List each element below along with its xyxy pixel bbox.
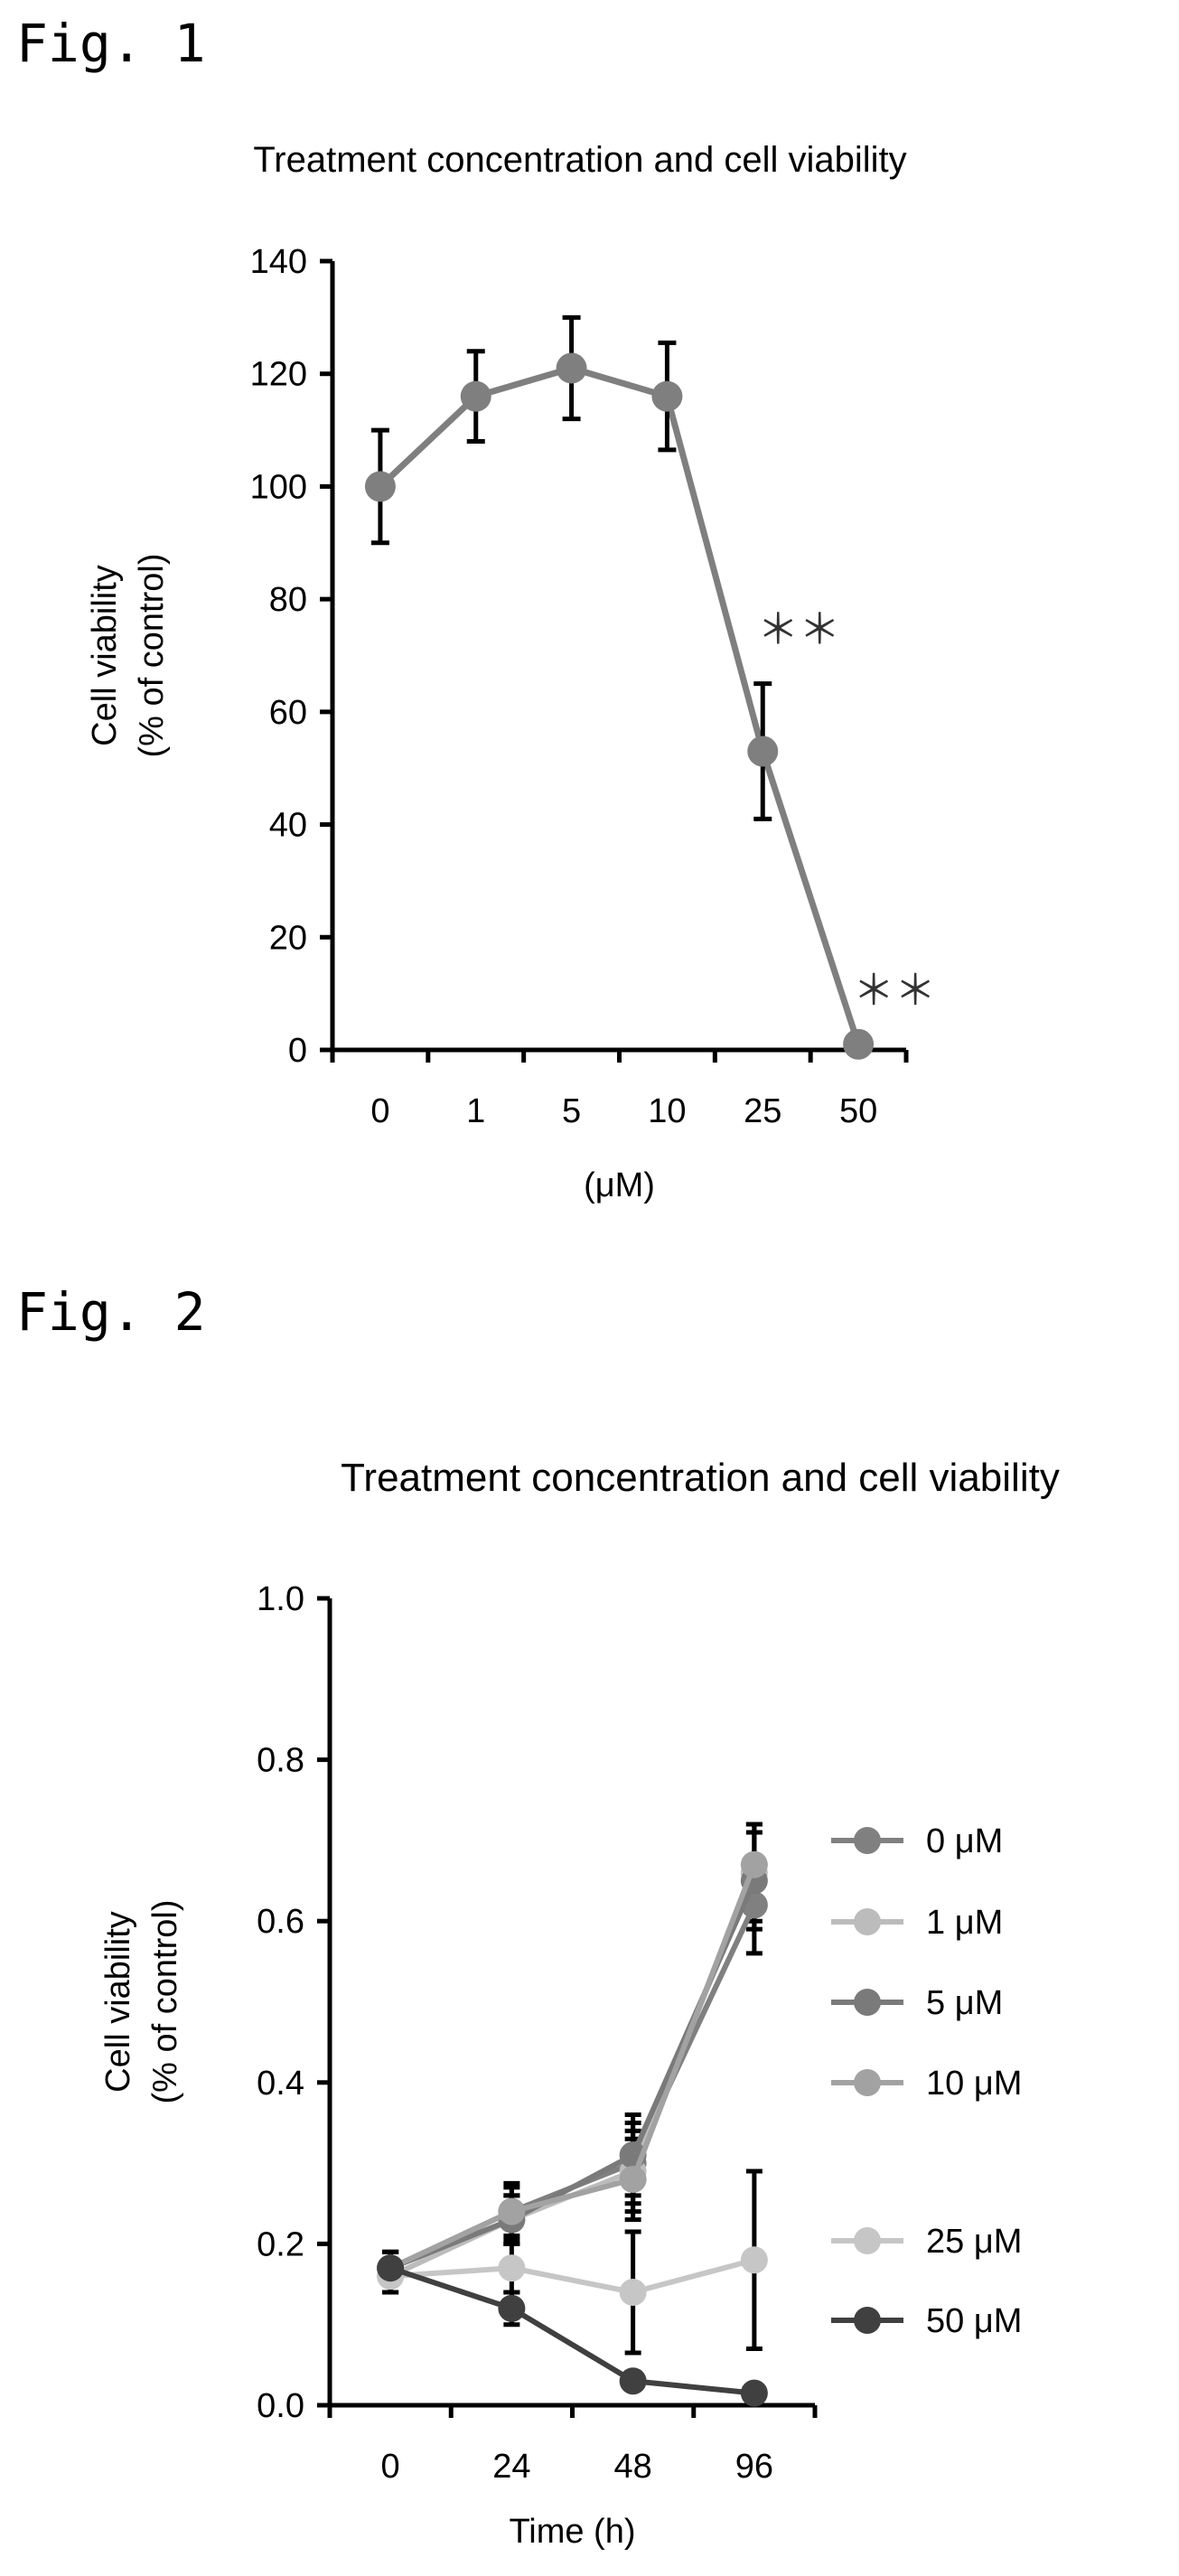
chart2-series-line (389, 2257, 755, 2296)
chart1-x-tick-label: 25 (744, 1092, 781, 1130)
chart2-series-line (389, 2265, 755, 2396)
chart2-x-tick-label: 24 (492, 2448, 530, 2486)
chart2-x-tick-label: 0 (381, 2448, 400, 2486)
chart1-significance-mark: ＊＊ (757, 605, 840, 654)
chart2-series-line (389, 1879, 757, 2271)
chart2-data-point (619, 2367, 647, 2395)
chart2-y-tick-label: 0.8 (257, 1742, 304, 1780)
chart2-legend-label: 0 μM (926, 1822, 1003, 1860)
chart2-y-tick-label: 0.2 (257, 2225, 304, 2263)
chart1-data-point (460, 380, 491, 412)
chart2-axes (327, 1598, 815, 2408)
chart2-title: Treatment concentration and cell viabili… (341, 1456, 1060, 1500)
chart1-y-label-line2: (% of control) (133, 554, 171, 758)
chart2-legend-label: 5 μM (926, 1984, 1003, 2022)
chart2-y-tick-label: 1.0 (257, 1580, 304, 1618)
chart2-legend-label: 50 μM (926, 2302, 1022, 2340)
chart2-data-point (498, 2197, 526, 2225)
chart1-series: ＊＊ ＊＊ (364, 314, 936, 1060)
chart1-x-tick-label: 0 (370, 1092, 389, 1130)
chart1-x-tick-label: 10 (648, 1092, 686, 1130)
chart2-x-tick-label: 96 (735, 2448, 773, 2486)
chart-2: Treatment concentration and cell viabili… (99, 1456, 1060, 2551)
chart2-data-point (377, 2254, 405, 2282)
chart2-data-point (740, 2246, 768, 2274)
chart1-y-tick-label: 0 (288, 1032, 307, 1070)
chart1-data-point (364, 471, 396, 502)
chart1-significance-mark: ＊＊ (853, 966, 936, 1015)
chart2-series-line (388, 1871, 757, 2279)
chart1-data-point (556, 352, 587, 384)
chart1-y-tick-label: 120 (250, 356, 307, 394)
fig1-label: Fig. 1 (16, 13, 206, 74)
chart2-data-point (740, 2379, 768, 2407)
chart1-x-label: (μM) (584, 1166, 655, 1204)
chart1-title: Treatment concentration and cell viabili… (253, 140, 906, 180)
chart1-y-tick-label: 20 (269, 919, 307, 957)
chart1-series-line (378, 364, 862, 1045)
chart2-data-point (619, 2165, 647, 2193)
chart2-y-tick-label: 0.4 (257, 2065, 304, 2103)
chart2-y-label-line1: Cell viability (99, 1911, 137, 2093)
chart2-legend-marker (854, 2307, 881, 2334)
chart2-legend-marker (854, 1989, 881, 2016)
chart1-y-label: Cell viability (% of control) (86, 554, 171, 758)
chart1-data-point (747, 735, 779, 767)
fig2-label: Fig. 2 (16, 1281, 206, 1343)
chart1-y-tick-label: 40 (269, 807, 307, 845)
chart2-y-label-line2: (% of control) (146, 1900, 184, 2104)
chart1-y-tick-label: 80 (269, 581, 307, 619)
chart1-y-label-line1: Cell viability (86, 565, 124, 746)
chart1-y-ticks: 0 20 40 60 80 100 120 140 (250, 243, 332, 1070)
chart2-data-point (619, 2278, 647, 2306)
chart2-y-tick-label: 0.0 (257, 2387, 304, 2425)
chart2-legend-label: 1 μM (926, 1904, 1003, 1942)
chart1-y-tick-label: 140 (250, 243, 307, 281)
chart2-legend: 0 μM 1 μM 5 μM 10 μM 25 μM 50 μM (831, 1822, 1022, 2340)
chart1-x-tick-label: 50 (839, 1092, 877, 1130)
chart2-legend-marker (854, 1908, 881, 1935)
chart2-data-point (740, 1850, 768, 1878)
chart2-legend-marker (854, 2227, 881, 2254)
chart-1: Treatment concentration and cell viabili… (86, 140, 936, 1204)
chart2-series (377, 1822, 768, 2407)
chart2-data-point (498, 2294, 526, 2322)
chart2-legend-label: 25 μM (926, 2223, 1022, 2261)
chart2-x-label: Time (h) (509, 2513, 635, 2551)
chart1-x-tick-label: 1 (466, 1092, 485, 1130)
chart2-y-ticks: 0.0 0.2 0.4 0.6 0.8 1.0 (257, 1580, 330, 2425)
chart1-y-tick-label: 60 (269, 694, 307, 732)
chart2-data-point (498, 2254, 526, 2282)
chart2-legend-label: 10 μM (926, 2065, 1022, 2103)
chart1-data-point (651, 380, 683, 412)
chart2-series-line (388, 1904, 757, 2271)
chart2-series-line (388, 1863, 757, 2271)
chart1-y-tick-label: 100 (250, 468, 307, 506)
chart1-x-tick-label: 5 (562, 1092, 581, 1130)
chart2-x-ticks: 0 24 48 96 (327, 2405, 818, 2486)
chart2-x-tick-label: 48 (613, 2448, 651, 2486)
chart2-legend-marker (854, 1827, 881, 1854)
chart1-data-point (843, 1028, 875, 1060)
chart1-x-ticks: 0 1 5 10 25 50 (330, 1050, 909, 1130)
chart2-y-tick-label: 0.6 (257, 1903, 304, 1941)
chart2-y-label: Cell viability (% of control) (99, 1900, 184, 2104)
chart2-legend-marker (854, 2069, 881, 2096)
